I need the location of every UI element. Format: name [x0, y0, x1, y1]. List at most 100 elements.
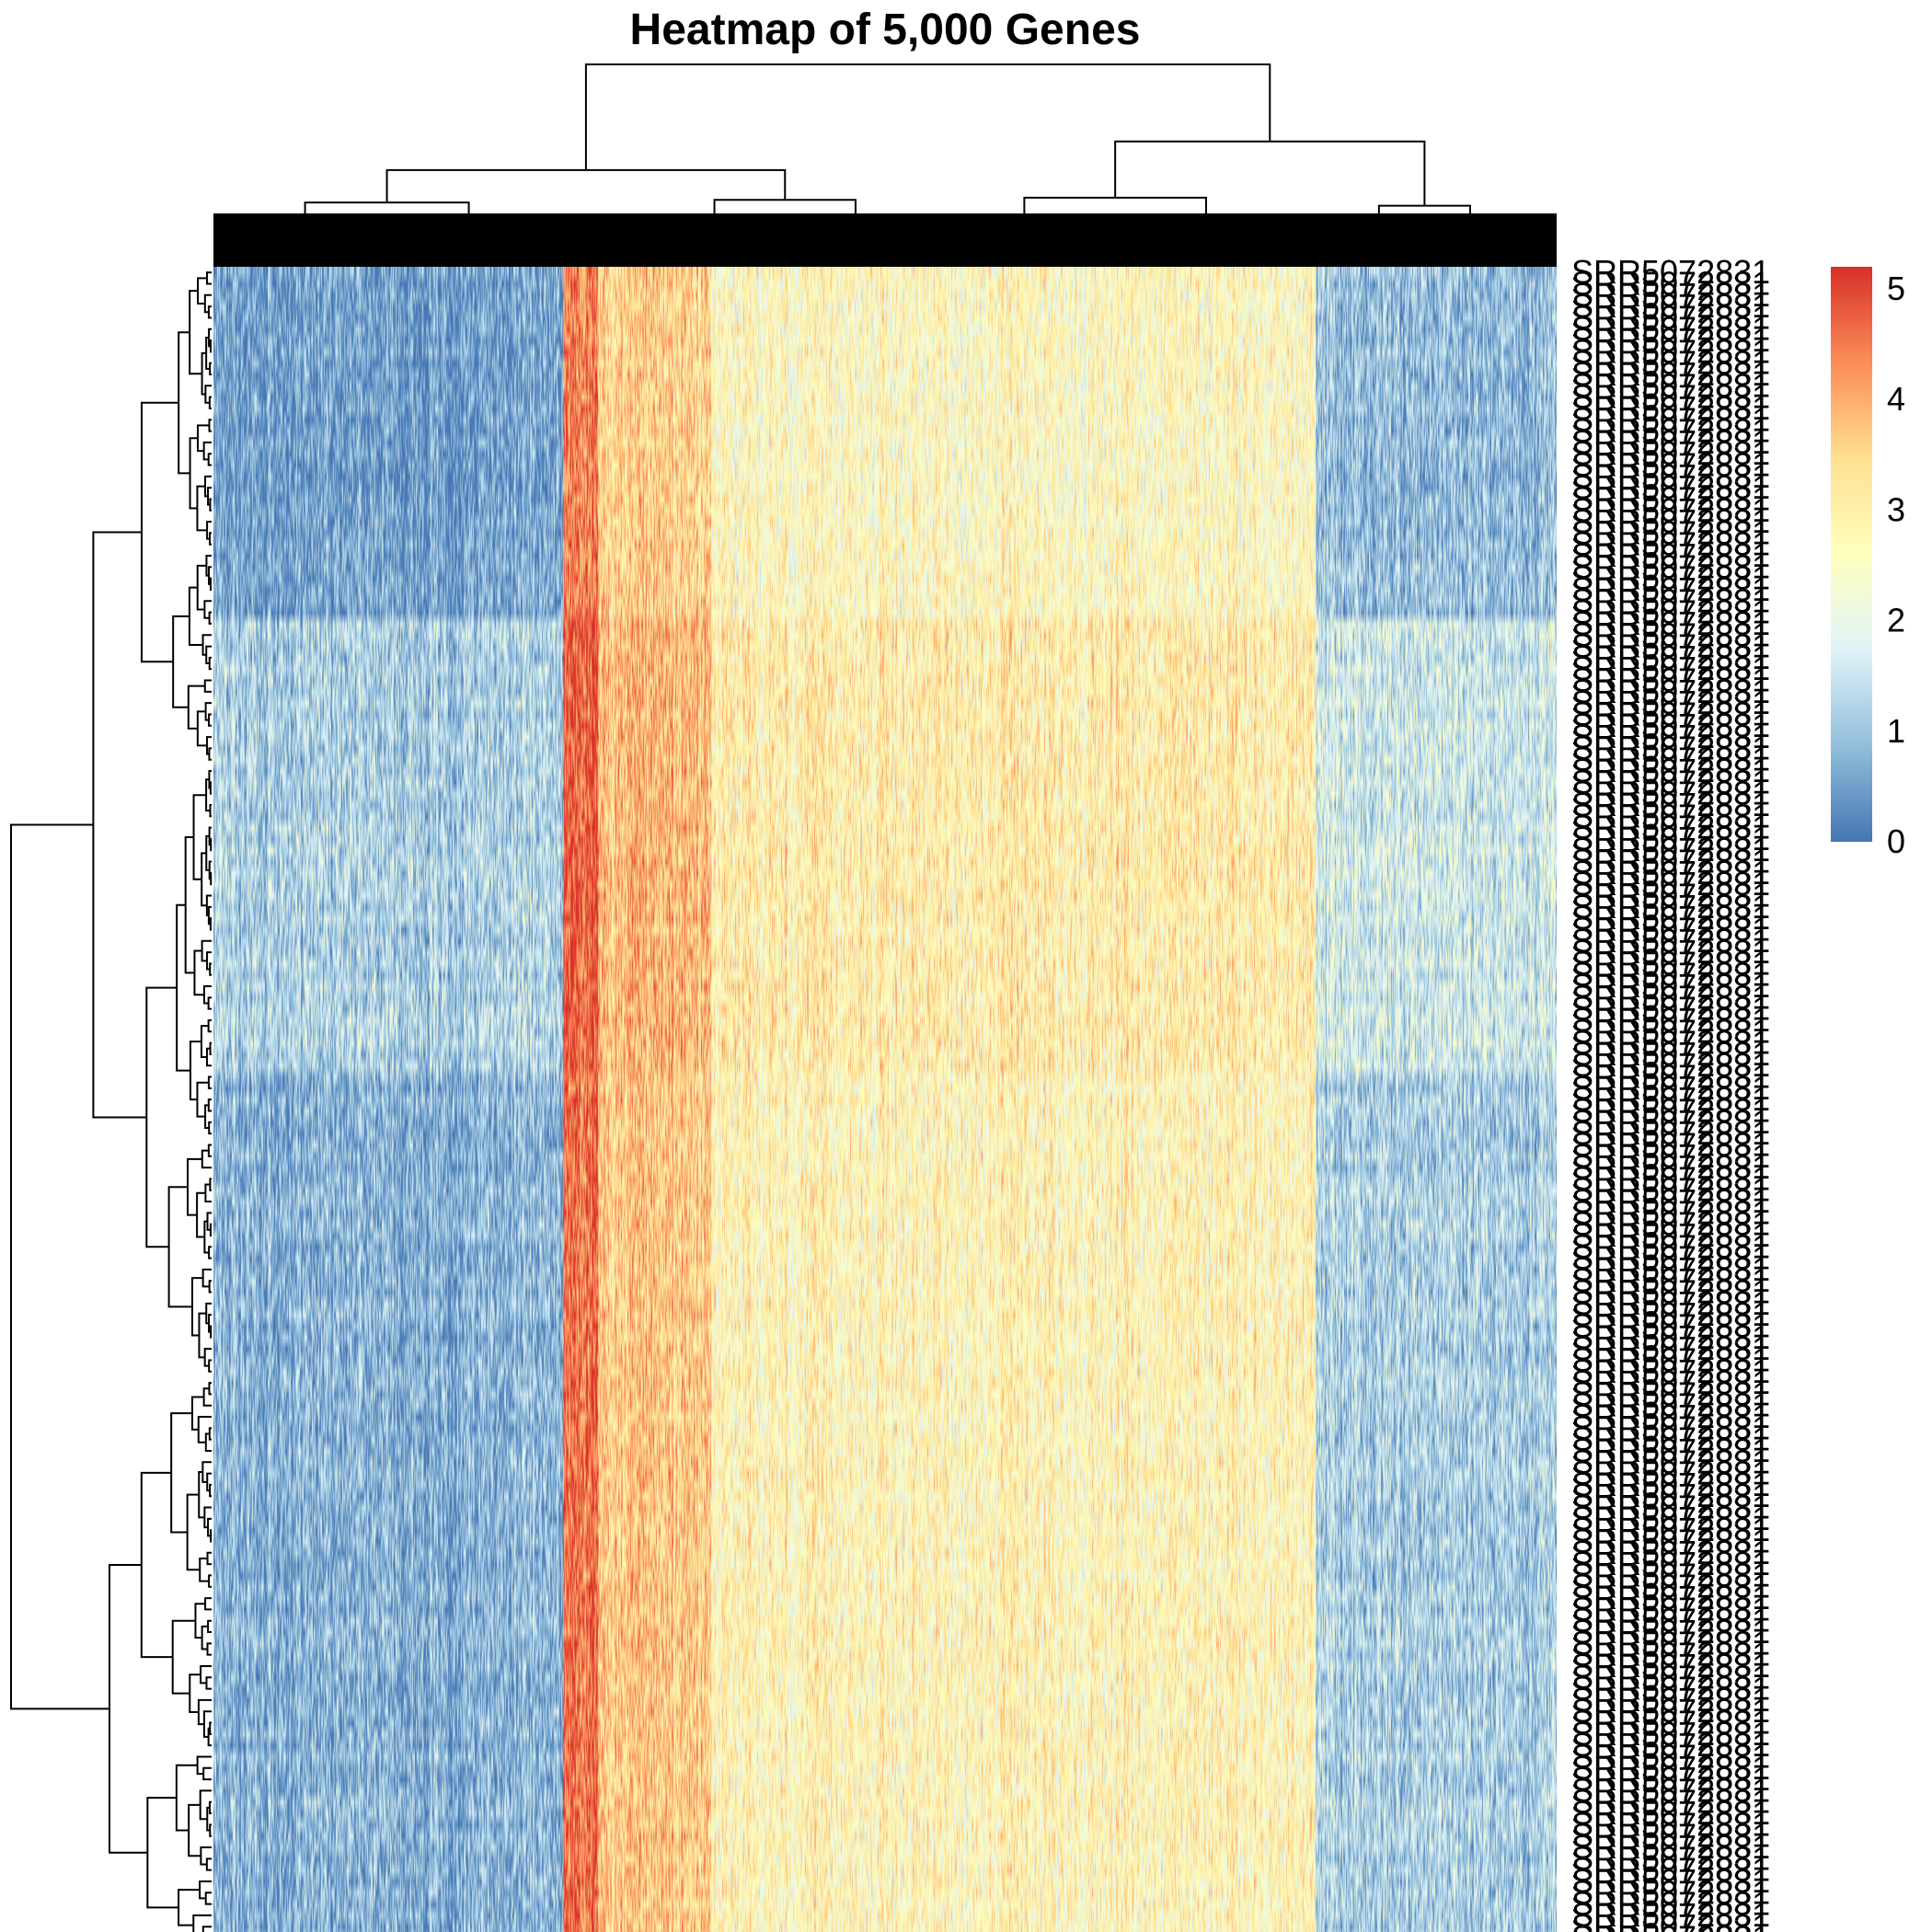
row-dendrogram-branch: [188, 1803, 201, 1857]
row-label: SRR5072831: [1571, 1397, 1770, 1435]
row-label: SRR5072831: [1571, 1658, 1770, 1696]
column-dendrogram-branch: [304, 201, 470, 224]
row-label: SRR5072831: [1571, 593, 1770, 631]
row-dendrogram-branch: [196, 1755, 212, 1775]
row-label: SRR5072831: [1571, 1443, 1770, 1480]
row-label: SRR5072831: [1571, 547, 1770, 585]
row-dendrogram-branch: [167, 1186, 192, 1308]
row-label: SRR5072831: [1571, 707, 1770, 744]
row-label: SRR5072831: [1571, 1058, 1770, 1096]
row-dendrogram-branch: [210, 1529, 213, 1543]
row-dendrogram-branch: [206, 521, 212, 540]
row-dendrogram-branch: [208, 1800, 212, 1815]
row-dendrogram-branch: [205, 1302, 212, 1325]
row-dendrogram-branch: [209, 577, 212, 591]
row-label: SRR5072831: [1571, 1466, 1770, 1503]
row-dendrogram-branch: [204, 1892, 212, 1905]
row-label: SRR5072831: [1571, 400, 1770, 438]
row-dendrogram-branch: [209, 1823, 212, 1837]
row-dendrogram-branch: [196, 1191, 206, 1238]
row-dendrogram-branch: [193, 949, 204, 996]
row-dendrogram-branch: [205, 1676, 212, 1690]
row-dendrogram-branch: [197, 277, 208, 305]
row-dendrogram-branch: [192, 1914, 212, 1932]
row-dendrogram-branch: [201, 1625, 209, 1650]
row-dendrogram-branch: [204, 1432, 212, 1452]
row-label: SRR5072831: [1571, 1148, 1770, 1186]
row-dendrogram-branch: [203, 1348, 212, 1367]
legend-tick-label: 4: [1887, 380, 1905, 418]
row-dendrogram-branch: [203, 679, 212, 693]
legend-tick-label: 3: [1887, 490, 1905, 528]
row-label: SRR5072831: [1571, 1896, 1770, 1932]
row-label: SRR5072831: [1571, 854, 1770, 891]
row-dendrogram-branch: [208, 396, 212, 409]
row-dendrogram: [10, 271, 213, 1932]
row-label: SRR5073079: [1571, 1930, 1770, 1932]
row-label: SRR5072831: [1571, 1046, 1770, 1084]
row-label: SRR5072831: [1571, 718, 1770, 755]
row-dendrogram-branch: [209, 1041, 212, 1055]
row-label: SRR5072831: [1571, 627, 1770, 665]
row-dendrogram-branch: [210, 1325, 213, 1339]
row-dendrogram-branch: [202, 441, 212, 461]
row-label: SRR5072831: [1571, 1012, 1770, 1050]
row-label: SRR5072831: [1571, 1182, 1770, 1220]
row-label: SRR5072831: [1571, 1715, 1770, 1753]
row-label: SRR5072831: [1571, 389, 1770, 427]
row-label: SRR5072831: [1571, 1624, 1770, 1662]
row-dendrogram-branch: [145, 986, 178, 1248]
row-dendrogram-branch: [209, 339, 212, 353]
row-label: SRR5072831: [1571, 673, 1770, 710]
row-dendrogram-branch: [201, 634, 212, 656]
legend-tick-label: 2: [1887, 602, 1905, 639]
row-dendrogram-branch: [206, 1472, 212, 1492]
row-dendrogram-branch: [184, 836, 195, 974]
row-label: SRR5072831: [1571, 888, 1770, 926]
row-dendrogram-branch: [205, 1047, 212, 1067]
row-dendrogram-branch: [209, 362, 212, 375]
row-label: SRR5072831: [1571, 1726, 1770, 1764]
row-label: SRR5072831: [1571, 536, 1770, 574]
row-dendrogram-branch: [199, 1789, 212, 1821]
row-dendrogram-branch: [207, 996, 212, 1010]
row-dendrogram-branch: [210, 871, 213, 886]
row-label: SRR5072831: [1571, 1125, 1770, 1163]
row-label: SRR5072831: [1571, 276, 1770, 314]
row-label: SRR5072831: [1571, 457, 1770, 495]
row-label: SRR5072831: [1571, 752, 1770, 789]
row-label: SRR5072831: [1571, 1862, 1770, 1900]
row-dendrogram-branch: [10, 823, 109, 1710]
row-dendrogram-branch: [205, 834, 210, 871]
row-label: SRR5072831: [1571, 1103, 1770, 1141]
row-dendrogram-branch: [207, 1098, 212, 1112]
row-label: SRR5072831: [1571, 990, 1770, 1028]
row-dendrogram-branch: [197, 1416, 212, 1443]
row-label: SRR5072831: [1571, 1295, 1770, 1333]
row-dendrogram-branch: [203, 1506, 212, 1529]
row-dendrogram-branch: [201, 1461, 212, 1483]
row-label: SRR5072831: [1571, 1737, 1770, 1775]
row-dendrogram-branch: [209, 1721, 212, 1735]
legend-tick-label: 1: [1887, 712, 1905, 750]
row-label: SRR5072831: [1571, 1828, 1770, 1866]
row-dendrogram-branch: [208, 1382, 212, 1396]
row-label: SRR5072831: [1571, 1681, 1770, 1719]
column-dendrogram-branch: [385, 168, 787, 203]
row-label: SRR5072831: [1571, 1760, 1770, 1798]
row-label: SRR5072831: [1571, 1907, 1770, 1932]
row-dendrogram-branch: [208, 747, 212, 761]
row-label: SRR5072831: [1571, 1374, 1770, 1412]
row-label: SRR5072831: [1571, 1261, 1770, 1299]
row-label: SRR5072831: [1571, 638, 1770, 676]
row-dendrogram-branch: [201, 1926, 212, 1932]
chart-title: Heatmap of 5,000 Genes: [630, 6, 1141, 54]
row-dendrogram-branch: [140, 401, 179, 663]
row-dendrogram-branch: [209, 498, 212, 512]
row-dendrogram-branch: [192, 794, 207, 880]
row-dendrogram-branch: [196, 1081, 209, 1118]
row-dendrogram-branch: [208, 419, 212, 432]
row-label: SRR5072831: [1571, 332, 1770, 370]
row-label: SRR5072831: [1571, 763, 1770, 800]
row-dendrogram-branch: [203, 1220, 210, 1254]
